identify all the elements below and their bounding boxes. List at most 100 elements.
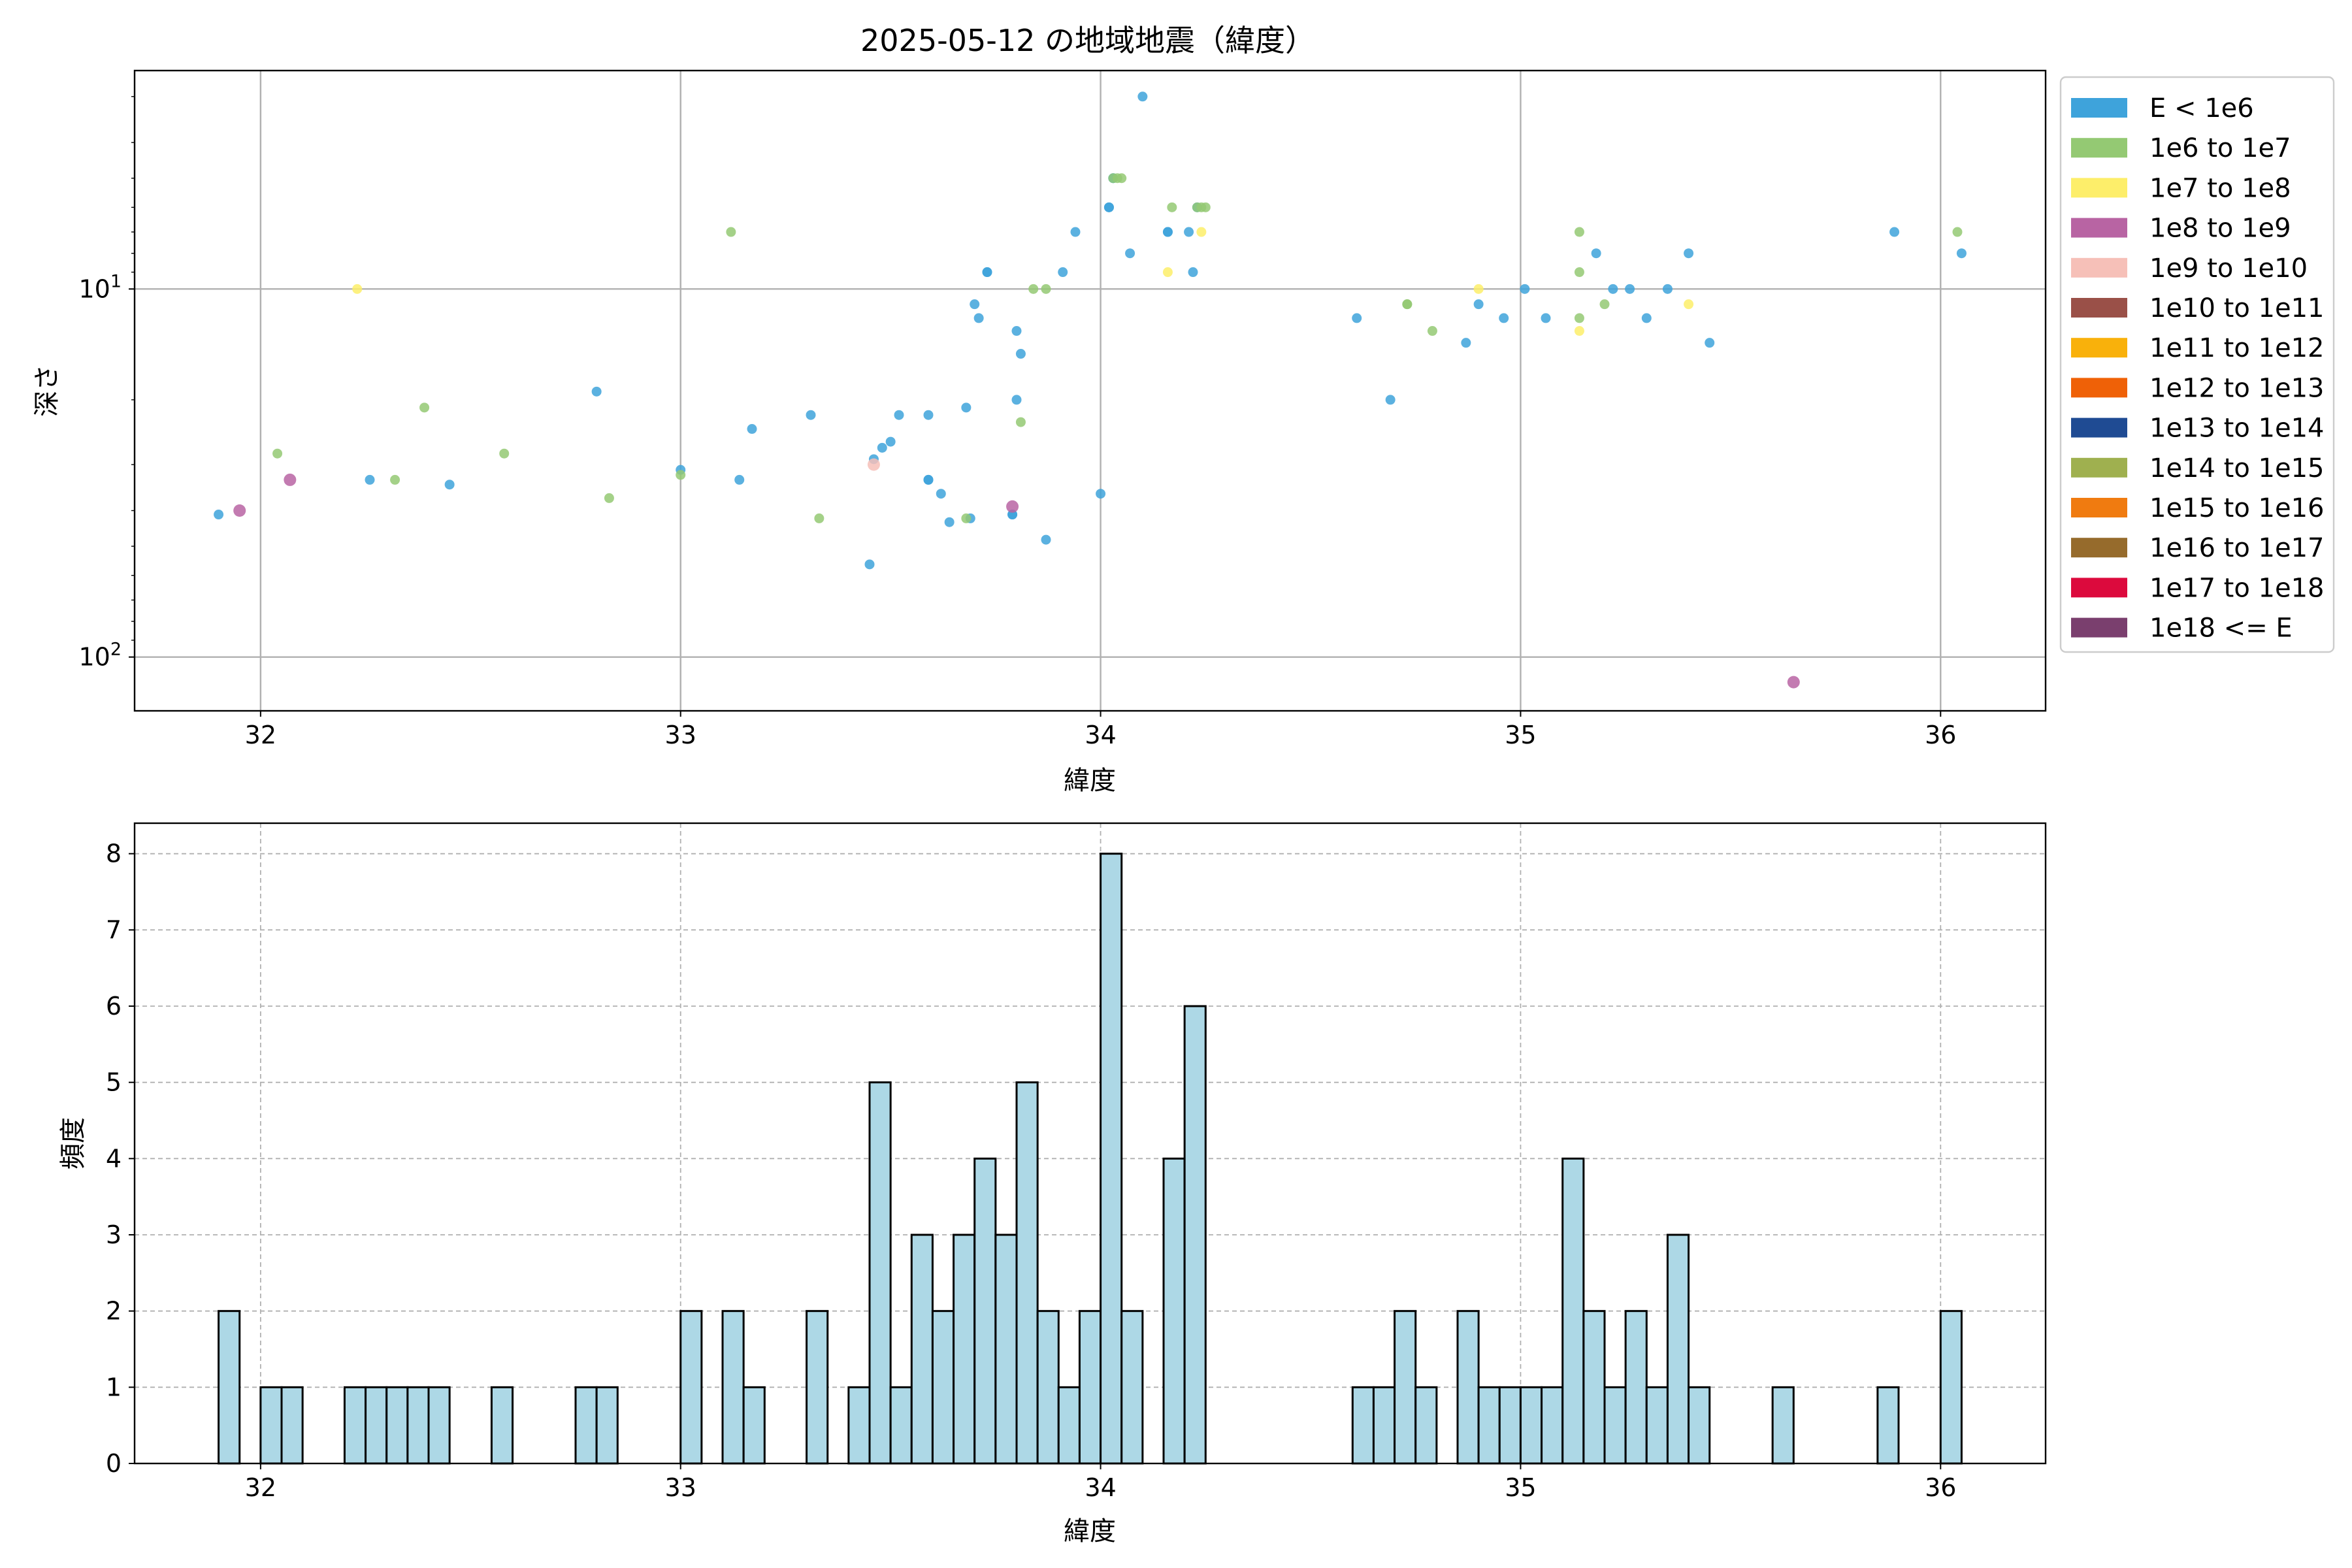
scatter-point: [1952, 227, 1963, 237]
histogram-y-axis: 0 1 2 3 4 5 6 7 8: [106, 840, 135, 1478]
histogram-y-axis-label: 頻度: [58, 1117, 88, 1169]
legend-label: 1e8 to 1e9: [2149, 214, 2291, 244]
legend-label: 1e7 to 1e8: [2149, 173, 2291, 203]
scatter-point: [352, 284, 363, 294]
scatter-point: [982, 267, 992, 278]
scatter-point: [1006, 500, 1019, 513]
histogram-bar: [742, 1386, 766, 1465]
scatter-point: [1684, 248, 1694, 259]
scatter-x-tick-label: 33: [665, 721, 696, 749]
legend-swatch: [2071, 378, 2127, 398]
histogram-bar: [994, 1233, 1018, 1465]
scatter-y-axis-label: 深さ: [32, 365, 62, 417]
histogram-bar: [1939, 1310, 1963, 1465]
histogram-bar: [1498, 1386, 1522, 1465]
scatter-point: [867, 458, 880, 471]
legend-box: [2059, 76, 2335, 653]
scatter-point: [734, 474, 745, 485]
scatter-point: [1041, 534, 1051, 545]
scatter-point: [1058, 267, 1068, 278]
legend-label: 1e6 to 1e7: [2149, 133, 2291, 163]
histogram-x-tick-label: 35: [1505, 1473, 1536, 1502]
legend-swatch: [2071, 538, 2127, 558]
histogram-bar: [574, 1386, 598, 1465]
histogram-x-tick-label: 33: [665, 1473, 696, 1502]
legend-swatch: [2071, 578, 2127, 598]
histogram-y-tick-label: 7: [106, 915, 122, 944]
histogram-y-tick-label: 4: [106, 1144, 122, 1173]
scatter-point: [1641, 313, 1652, 323]
scatter-point: [1184, 227, 1194, 237]
histogram-bar: [365, 1386, 388, 1465]
histogram-bar: [806, 1310, 829, 1465]
scatter-point: [1011, 326, 1022, 336]
scatter-point: [961, 402, 972, 413]
histogram-bar: [427, 1386, 451, 1465]
histogram-x-axis: 32 33 34 35 36: [245, 1463, 1956, 1502]
histogram-bar: [1561, 1157, 1585, 1465]
histogram-bar: [1372, 1386, 1396, 1465]
histogram-bar: [679, 1310, 703, 1465]
scatter-point: [923, 474, 934, 485]
histogram-bar: [595, 1386, 619, 1465]
histogram-bar: [259, 1386, 283, 1465]
legend-label: 1e18 <= E: [2149, 613, 2293, 644]
scatter-point: [1103, 202, 1114, 212]
scatter-point: [1461, 338, 1471, 348]
legend-label: 1e12 to 1e13: [2149, 373, 2325, 403]
legend-swatch: [2071, 617, 2127, 638]
histogram-bars: [218, 853, 1963, 1465]
histogram-y-tick-label: 3: [106, 1220, 122, 1249]
legend-label: 1e10 to 1e11: [2149, 293, 2325, 323]
scatter-point: [1625, 284, 1635, 294]
histogram-x-tick-label: 36: [1925, 1473, 1956, 1502]
histogram-bar: [1015, 1081, 1039, 1465]
scatter-point: [1499, 313, 1509, 323]
scatter-point: [1162, 267, 1173, 278]
scatter-point: [1705, 338, 1715, 348]
histogram-bar: [1645, 1386, 1669, 1465]
scatter-point: [1427, 326, 1437, 336]
scatter-point: [894, 410, 904, 420]
histogram-y-tick-label: 6: [106, 992, 122, 1021]
histogram-bar: [1624, 1310, 1648, 1465]
histogram-bar: [1666, 1233, 1690, 1465]
histogram-bar: [1078, 1310, 1102, 1465]
scatter-x-tick-label: 35: [1505, 721, 1536, 749]
legend-label: 1e16 to 1e17: [2149, 533, 2325, 563]
scatter-point: [1889, 227, 1900, 237]
histogram-bar: [1394, 1310, 1417, 1465]
legend-label: 1e11 to 1e12: [2149, 333, 2325, 363]
scatter-x-tick-label: 36: [1925, 721, 1956, 749]
legend-swatch: [2071, 138, 2127, 158]
scatter-point: [1599, 299, 1610, 310]
histogram-bar: [847, 1386, 871, 1465]
scatter-point: [390, 474, 400, 485]
scatter-y-tick-label: 102: [78, 640, 122, 672]
histogram-plot-frame: [133, 822, 2047, 1465]
scatter-point: [1684, 299, 1694, 310]
scatter-point: [233, 504, 246, 517]
scatter-point: [747, 424, 757, 434]
legend-swatch: [2071, 338, 2127, 358]
histogram-bar: [1100, 853, 1123, 1465]
histogram-bar: [385, 1386, 409, 1465]
scatter-point: [1200, 202, 1211, 212]
legend-swatch: [2071, 218, 2127, 238]
histogram-bar: [721, 1310, 745, 1465]
histogram-bar: [1582, 1310, 1606, 1465]
scatter-point: [284, 473, 297, 486]
histogram-bar: [1414, 1386, 1438, 1465]
histogram-bar: [1688, 1386, 1711, 1465]
legend-swatch: [2071, 457, 2127, 478]
legend-label: E < 1e6: [2149, 93, 2254, 123]
scatter-point: [936, 489, 946, 499]
scatter-point: [1137, 91, 1148, 102]
legend-swatch: [2071, 98, 2127, 118]
histogram-bar: [1477, 1386, 1501, 1465]
scatter-point: [1028, 284, 1039, 294]
scatter-point: [1473, 299, 1484, 310]
histogram-y-tick-label: 1: [106, 1373, 122, 1401]
histogram-bar: [1771, 1386, 1795, 1465]
histogram-bar: [1120, 1310, 1144, 1465]
